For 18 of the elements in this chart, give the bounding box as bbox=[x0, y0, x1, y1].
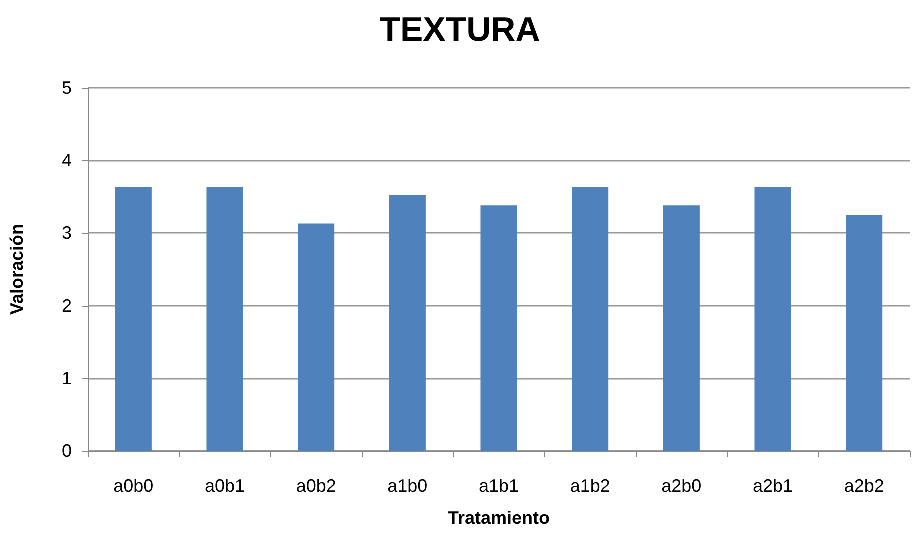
x-tick-label: a0b0 bbox=[114, 476, 154, 496]
x-tick-label: a1b0 bbox=[388, 476, 428, 496]
y-tick-label: 3 bbox=[62, 223, 72, 244]
y-tick-label: 5 bbox=[62, 78, 72, 98]
x-tick-label: a2b0 bbox=[662, 476, 702, 496]
x-tick-label: a2b2 bbox=[844, 476, 884, 496]
y-axis-title: Valoración bbox=[7, 224, 27, 316]
x-tick-label: a1b1 bbox=[478, 476, 520, 496]
y-tick-label: 4 bbox=[62, 150, 72, 171]
x-axis-title: Tratamiento bbox=[448, 508, 550, 528]
x-tick-label: a2b1 bbox=[752, 476, 794, 496]
x-tick-label: a1b2 bbox=[570, 476, 610, 496]
y-tick-label: 0 bbox=[62, 441, 72, 461]
y-tick-label: 1 bbox=[62, 368, 72, 388]
x-tick-label: a0b2 bbox=[296, 476, 336, 496]
chart-title: TEXTURA bbox=[380, 11, 540, 49]
x-tick-label: a0b1 bbox=[204, 476, 246, 496]
y-tick-label: 2 bbox=[62, 296, 72, 316]
